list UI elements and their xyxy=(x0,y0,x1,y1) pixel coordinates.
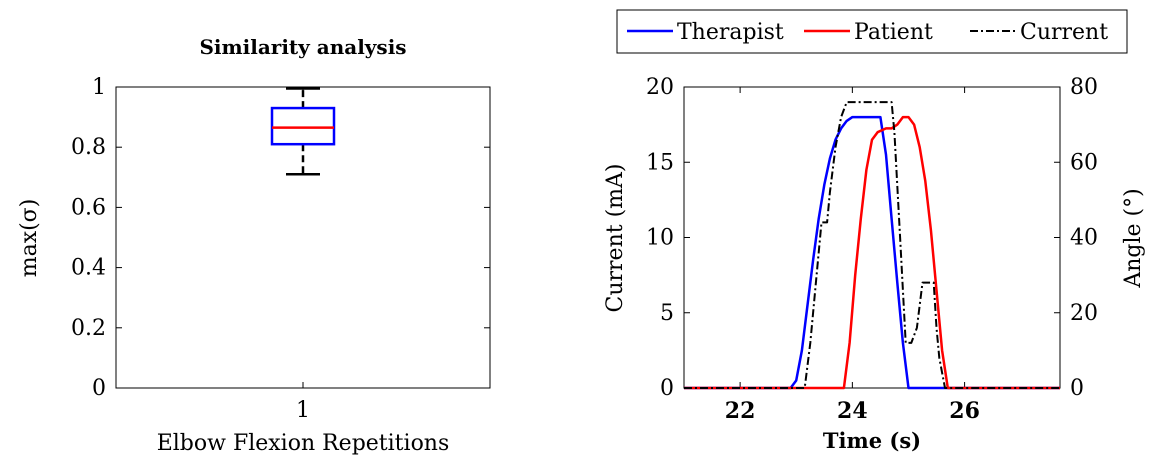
left-axis-label: Current (mA) xyxy=(603,164,628,313)
y-tick-label: 0.2 xyxy=(71,316,106,341)
left-y-tick-label: 20 xyxy=(646,75,674,100)
legend-label-therapist: Therapist xyxy=(677,20,784,45)
chart-title: Similarity analysis xyxy=(199,35,406,59)
x-tick-label: 26 xyxy=(949,398,980,424)
left-y-tick-label: 5 xyxy=(660,301,674,326)
y-tick-label: 0.6 xyxy=(71,195,106,220)
lineplot-x-axis: 22 24 26 xyxy=(725,87,980,424)
right-y-axis: 0 20 40 60 80 xyxy=(1054,75,1098,401)
left-y-tick-label: 15 xyxy=(646,150,674,175)
legend: Therapist Patient Current xyxy=(616,9,1128,54)
right-y-tick-label: 40 xyxy=(1070,226,1098,251)
y-tick-label: 1 xyxy=(92,75,106,100)
legend-box xyxy=(616,9,1128,54)
y-axis-label: max(σ) xyxy=(17,199,42,278)
left-y-axis: 0 5 10 15 20 xyxy=(646,75,690,401)
line-series xyxy=(684,101,1060,390)
right-y-tick-label: 0 xyxy=(1070,376,1084,401)
left-y-tick-label: 10 xyxy=(646,226,674,251)
x-tick-label: 24 xyxy=(837,398,868,424)
legend-label-current: Current xyxy=(1020,20,1108,45)
right-y-tick-label: 20 xyxy=(1070,301,1098,326)
y-tick-label: 0.8 xyxy=(71,135,106,160)
y-tick-label: 0 xyxy=(92,376,106,401)
x-tick-label: 22 xyxy=(725,398,756,424)
series-line-current xyxy=(684,101,1060,389)
legend-label-patient: Patient xyxy=(854,20,933,45)
right-axis-label: Angle (°) xyxy=(1121,188,1146,288)
lineplot-frame xyxy=(683,86,1061,389)
right-y-tick-label: 80 xyxy=(1070,75,1098,100)
boxplot-y-axis: 0 0.2 0.4 0.6 0.8 1 xyxy=(71,75,490,401)
left-y-tick-label: 0 xyxy=(660,376,674,401)
right-y-tick-label: 60 xyxy=(1070,150,1098,175)
y-tick-label: 0.4 xyxy=(71,256,106,281)
series-line-therapist xyxy=(684,115,1060,390)
x-axis-label-time: Time (s) xyxy=(823,428,921,453)
boxplot-marks xyxy=(270,87,336,176)
box-iqr xyxy=(270,106,336,146)
x-axis-label: Elbow Flexion Repetitions xyxy=(157,431,450,456)
series-line-patient xyxy=(684,115,1060,390)
boxplot-chart: Similarity analysis 0 0.2 0.4 0.6 0.8 1 1 Elb… xyxy=(17,35,491,456)
x-tick-label: 1 xyxy=(296,398,310,423)
line-chart: Therapist Patient Current 0 5 10 15 20 0 20 40… xyxy=(603,9,1146,453)
